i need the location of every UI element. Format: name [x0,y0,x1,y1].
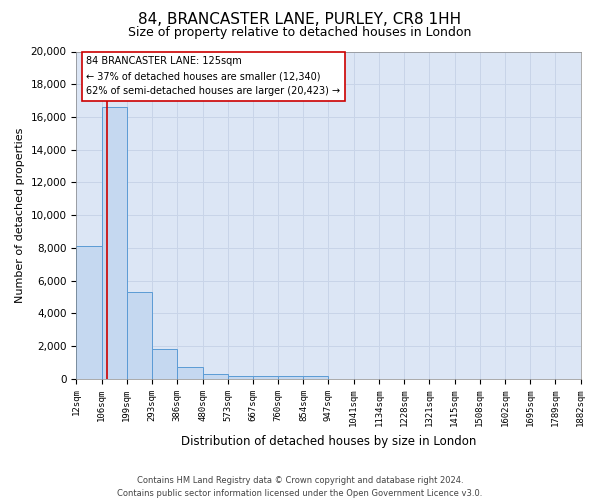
Bar [152,348,177,379]
X-axis label: Distribution of detached houses by size in London: Distribution of detached houses by size … [181,434,476,448]
Text: 84 BRANCASTER LANE: 125sqm
← 37% of detached houses are smaller (12,340)
62% of : 84 BRANCASTER LANE: 125sqm ← 37% of deta… [86,56,341,96]
Y-axis label: Number of detached properties: Number of detached properties [15,128,25,303]
Bar [278,376,304,379]
Bar [76,246,102,379]
Text: Size of property relative to detached houses in London: Size of property relative to detached ho… [128,26,472,39]
Bar [253,376,278,379]
Bar [304,376,328,379]
Bar [177,368,203,379]
Text: 84, BRANCASTER LANE, PURLEY, CR8 1HH: 84, BRANCASTER LANE, PURLEY, CR8 1HH [139,12,461,28]
Bar [227,376,253,379]
Text: Contains HM Land Registry data © Crown copyright and database right 2024.
Contai: Contains HM Land Registry data © Crown c… [118,476,482,498]
Bar [127,292,152,379]
Bar [203,374,227,379]
Bar [102,107,127,379]
